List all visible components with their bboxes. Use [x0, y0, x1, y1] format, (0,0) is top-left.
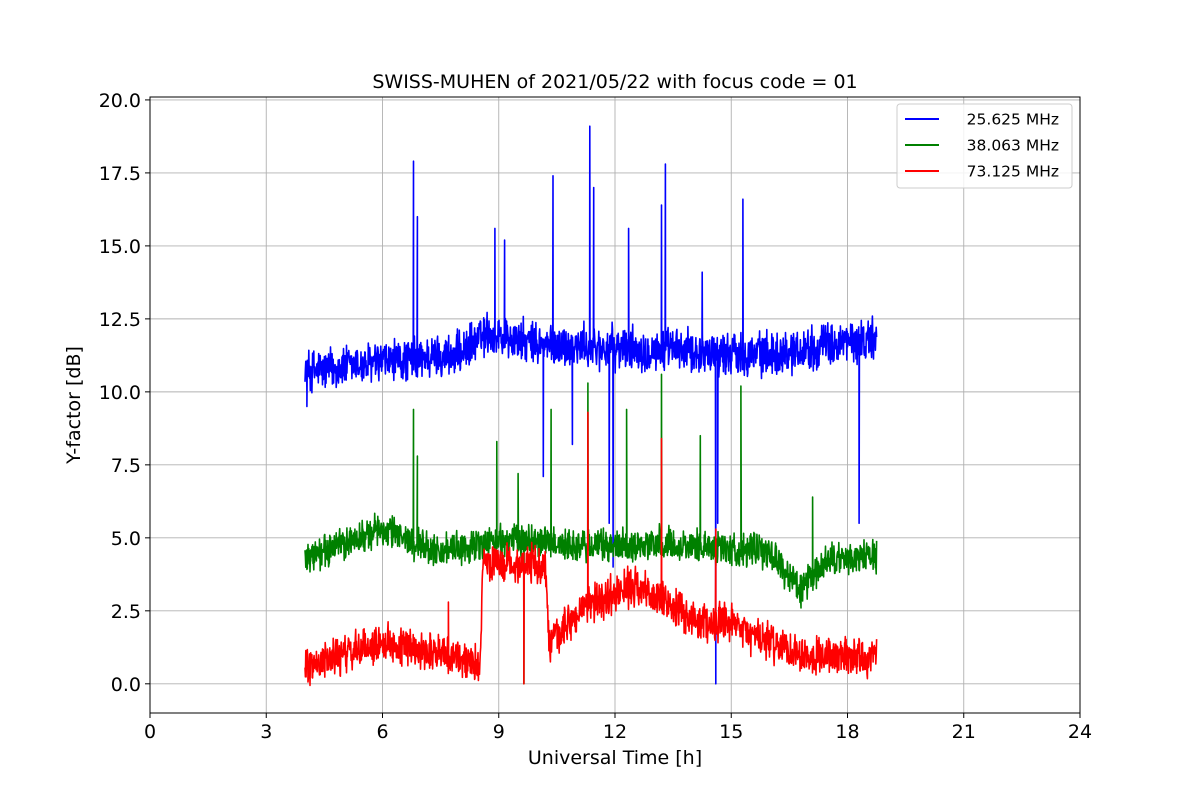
y-tick-label: 12.5	[99, 309, 141, 331]
series-line-1	[304, 125, 878, 685]
y-tick-label: 17.5	[99, 163, 141, 185]
legend-label-2: 38.063 MHz	[967, 137, 1059, 155]
chart-title: SWISS-MUHEN of 2021/05/22 with focus cod…	[372, 71, 857, 93]
series-line-3	[304, 411, 878, 687]
legend-label-3: 73.125 MHz	[967, 163, 1059, 181]
x-tick-label: 9	[493, 721, 505, 743]
y-tick-label: 0.0	[111, 674, 141, 696]
x-tick-label: 12	[603, 721, 627, 743]
y-axis-label: Y-factor [dB]	[63, 346, 85, 465]
x-tick-label: 15	[719, 721, 743, 743]
y-tick-label: 15.0	[99, 236, 141, 258]
y-tick-label: 7.5	[111, 455, 141, 477]
y-tick-label: 5.0	[111, 528, 141, 550]
y-tick-label: 2.5	[111, 601, 141, 623]
x-tick-label: 3	[260, 721, 272, 743]
x-tick-label: 18	[835, 721, 859, 743]
x-tick-label: 24	[1068, 721, 1092, 743]
y-tick-label: 20.0	[99, 90, 141, 112]
x-tick-label: 6	[376, 721, 388, 743]
x-axis-label: Universal Time [h]	[528, 747, 702, 769]
axis-ticks: 0 3 6 9 12 15 18 21 24 0.0 2.5 5.0 7.5 10.0 12.5 15.0 17…	[99, 90, 1092, 743]
y-tick-label: 10.0	[99, 382, 141, 404]
legend-label-1: 25.625 MHz	[967, 111, 1059, 129]
x-tick-label: 21	[952, 721, 976, 743]
series-line-2	[304, 373, 878, 685]
legend: 25.625 MHz 38.063 MHz 73.125 MHz	[896, 103, 1073, 189]
x-tick-label: 0	[144, 721, 156, 743]
series-layer	[304, 125, 878, 687]
legend-box	[896, 103, 1073, 189]
